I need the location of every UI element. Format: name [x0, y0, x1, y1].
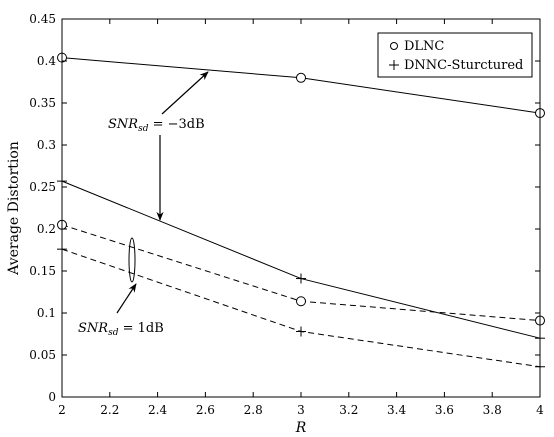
annotation-arrow-1db	[116, 283, 137, 314]
y-tick-label: 0.4	[37, 54, 56, 68]
annotation-arrow-upper	[161, 71, 209, 115]
data-point-plus	[296, 273, 306, 284]
annotation-snr-1db: SNRsd = 1dB	[78, 321, 164, 338]
x-tick-label: 2.6	[196, 403, 215, 417]
x-tick-label: 3.6	[435, 403, 454, 417]
x-tick-label: 2.8	[244, 403, 263, 417]
y-tick-label: 0.05	[29, 348, 56, 362]
data-point-circle	[296, 72, 306, 83]
legend-marker-plus	[389, 60, 399, 70]
data-point-circle	[296, 296, 306, 307]
x-tick-label: 2.4	[148, 403, 167, 417]
x-tick-label: 3.8	[483, 403, 502, 417]
legend: DLNC DNNC-Sturctured	[377, 32, 533, 78]
y-tick-label: 0.3	[37, 138, 56, 152]
x-axis-label: R	[295, 420, 307, 436]
y-axis-label: Average Distortion	[6, 141, 22, 276]
legend-label-dlnc: DLNC	[404, 39, 444, 54]
y-tick-label: 0.25	[29, 180, 56, 194]
y-tick-label: 0	[48, 390, 56, 404]
y-tick-label: 0.45	[29, 12, 56, 26]
x-tick-label: 3.4	[387, 403, 406, 417]
legend-marker-circle	[390, 42, 398, 50]
annotations: SNRsd = −3dB SNRsd = 1dB	[78, 71, 209, 338]
data-point-plus	[296, 326, 306, 337]
legend-box	[377, 32, 533, 78]
annotation-ellipse	[128, 237, 136, 283]
x-tick-label: 4	[536, 403, 544, 417]
annotation-snr-minus3: SNRsd = −3dB	[108, 117, 205, 134]
y-tick-label: 0.2	[37, 222, 56, 236]
axis-ticks: 2 2.2 2.4 2.6 2.8 3 3.2 3.4 3.6 3.8 4 0 0.05 0.1 0.15 0…	[29, 12, 544, 417]
y-tick-label: 0.35	[29, 96, 56, 110]
y-tick-label: 0.1	[37, 306, 56, 320]
y-tick-label: 0.15	[29, 264, 56, 278]
x-tick-label: 2	[58, 403, 66, 417]
plot-frame	[61, 18, 541, 398]
x-tick-label: 3.2	[339, 403, 358, 417]
x-tick-label: 3	[297, 403, 305, 417]
legend-label-dnnc: DNNC-Sturctured	[404, 58, 523, 73]
x-tick-label: 2.2	[100, 403, 119, 417]
